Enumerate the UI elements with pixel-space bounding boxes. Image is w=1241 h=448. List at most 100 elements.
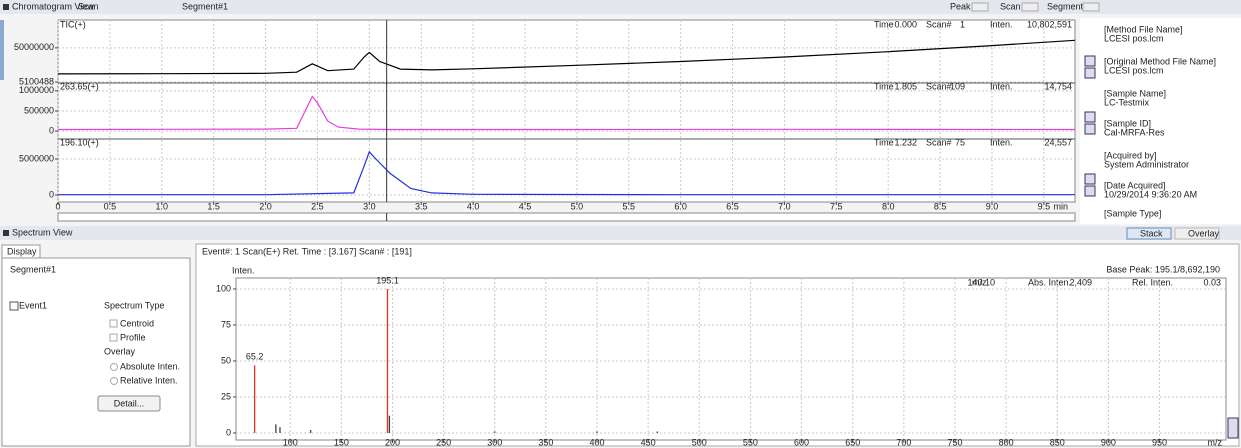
overlay-button[interactable] (1174, 227, 1220, 240)
y-tick-label: 50000000 (14, 42, 54, 52)
file-info-label: [Acquired by] (1104, 150, 1157, 160)
file-info-value: 10/29/2014 9:36:20 AM (1104, 189, 1197, 199)
trace-zoom-icon[interactable] (1084, 185, 1096, 197)
x-tick-label: 300 (487, 437, 502, 447)
trace-scale-icon[interactable] (1084, 55, 1096, 67)
y-tick-label: 500000 (24, 105, 54, 115)
info-value: 109 (950, 81, 965, 91)
x-tick-label: 8.5 (934, 201, 947, 211)
detail-button[interactable] (97, 395, 161, 412)
info-label: Time (874, 137, 894, 147)
info-label: Time (874, 19, 894, 29)
x-tick-label: 4.5 (519, 201, 532, 211)
x-tick-label: 5.0 (571, 201, 584, 211)
trace-label: TIC(+) (60, 19, 86, 29)
option-radio[interactable] (110, 377, 118, 385)
file-info-value: LCESI pos.lcm (1104, 33, 1164, 43)
option-radio[interactable] (110, 363, 118, 371)
x-tick-label: 250 (436, 437, 451, 447)
scrollbar[interactable] (57, 212, 1076, 222)
x-tick-label: 1.0 (156, 201, 169, 211)
info-value: 1 (960, 19, 965, 29)
info-value: 24,557 (1044, 137, 1072, 147)
view-title: Chromatogram View (12, 1, 94, 11)
y-tick-label: 5000000 (19, 153, 54, 163)
group-label: Spectrum Type (104, 300, 164, 310)
x-tick-label: 3.5 (415, 201, 428, 211)
spectrum-header (0, 226, 1241, 240)
x-tick-label: 100 (283, 437, 298, 447)
toolbar-button: Peak (950, 1, 971, 11)
file-info-value: System Administrator (1104, 159, 1189, 169)
x-tick-label: 2.5 (311, 201, 324, 211)
x-tick-label: 750 (947, 437, 962, 447)
info-label: Inten. (990, 19, 1013, 29)
spectrum-info: Abs. Inten. (1028, 277, 1071, 287)
option-label: Absolute Inten. (120, 361, 180, 371)
event-checkbox[interactable] (9, 301, 19, 311)
option-checkbox[interactable] (109, 333, 118, 342)
trace-line (57, 39, 1076, 75)
file-info-label: [Method File Name] (1104, 24, 1183, 34)
x-tick-label: 500 (692, 437, 707, 447)
segment: Segment#1 (182, 1, 228, 11)
display-tab[interactable] (1, 244, 41, 259)
file-info-label: [Original Method File Name] (1104, 56, 1216, 66)
x-tick-label: 9.5 (1038, 201, 1051, 211)
x-tick-label: 200 (385, 437, 400, 447)
trace-zoom-icon[interactable] (1084, 123, 1096, 135)
x-tick-label: 550 (743, 437, 758, 447)
x-tick-label: 700 (896, 437, 911, 447)
toolbar-button: Scan (1000, 1, 1021, 11)
button-label: Stack (1140, 228, 1163, 238)
toolbar-button: Segment (1047, 1, 1084, 11)
y-axis-label: Inten. (232, 265, 255, 275)
chromatogram-header (0, 0, 1241, 14)
file-info-label: [Sample ID] (1104, 118, 1151, 128)
file-info-value: LCESI pos.lcm (1104, 65, 1164, 75)
trace-scale-icon[interactable] (1084, 173, 1096, 185)
stack-button[interactable] (1126, 227, 1172, 240)
trace-zoom-icon[interactable] (1084, 67, 1096, 79)
group-label: Overlay (104, 346, 136, 356)
pin-icon (3, 4, 9, 10)
spectrum-zoom-icon[interactable] (1227, 417, 1239, 439)
trace-line (57, 95, 1076, 131)
spectrum-info: Rel. Inten. (1132, 277, 1173, 287)
toolbar-arrows[interactable] (1082, 2, 1100, 12)
x-tick-label: 150 (334, 437, 349, 447)
x-tick-label: 6.0 (674, 201, 687, 211)
button-label: Overlay (1188, 228, 1220, 238)
toolbar-arrows[interactable] (971, 2, 989, 12)
info-value: 1.232 (894, 137, 917, 147)
y-tick-label: 0 (49, 126, 54, 136)
display-pane (1, 257, 191, 447)
mode: Scan (78, 1, 99, 11)
base-peak: Base Peak: 195.1/8,692,190 (1106, 264, 1220, 274)
file-info-label: [Date Acquired] (1104, 180, 1166, 190)
y-tick-label: 1000000 (19, 85, 54, 95)
file-info-panel (1080, 18, 1241, 224)
y-tick-label: 100 (216, 283, 231, 293)
spectrum-info: 2,409 (1069, 277, 1092, 287)
spectrum-plot (235, 277, 1227, 441)
toolbar-arrows[interactable] (1021, 2, 1039, 12)
info-label: Scan# (926, 19, 952, 29)
x-tick-label: 600 (794, 437, 809, 447)
file-info-label: [Sample Type] (1104, 208, 1161, 218)
file-info-label: [Sample Name] (1104, 88, 1166, 98)
info-value: 14,754 (1044, 81, 1072, 91)
file-info-value: Cal-MRFA-Res (1104, 127, 1165, 137)
trace-scale-icon[interactable] (1084, 111, 1096, 123)
x-tick-label: 5.5 (623, 201, 636, 211)
x-tick-label: 4.0 (467, 201, 480, 211)
x-tick-label: 2.0 (259, 201, 272, 211)
y-tick-label: 75 (221, 319, 231, 329)
x-tick-label: 9.0 (986, 201, 999, 211)
option-checkbox[interactable] (109, 319, 118, 328)
x-tick-label: 7.5 (830, 201, 843, 211)
info-value: 0.000 (894, 19, 917, 29)
option-label: Centroid (120, 318, 154, 328)
pin-icon (3, 230, 9, 236)
